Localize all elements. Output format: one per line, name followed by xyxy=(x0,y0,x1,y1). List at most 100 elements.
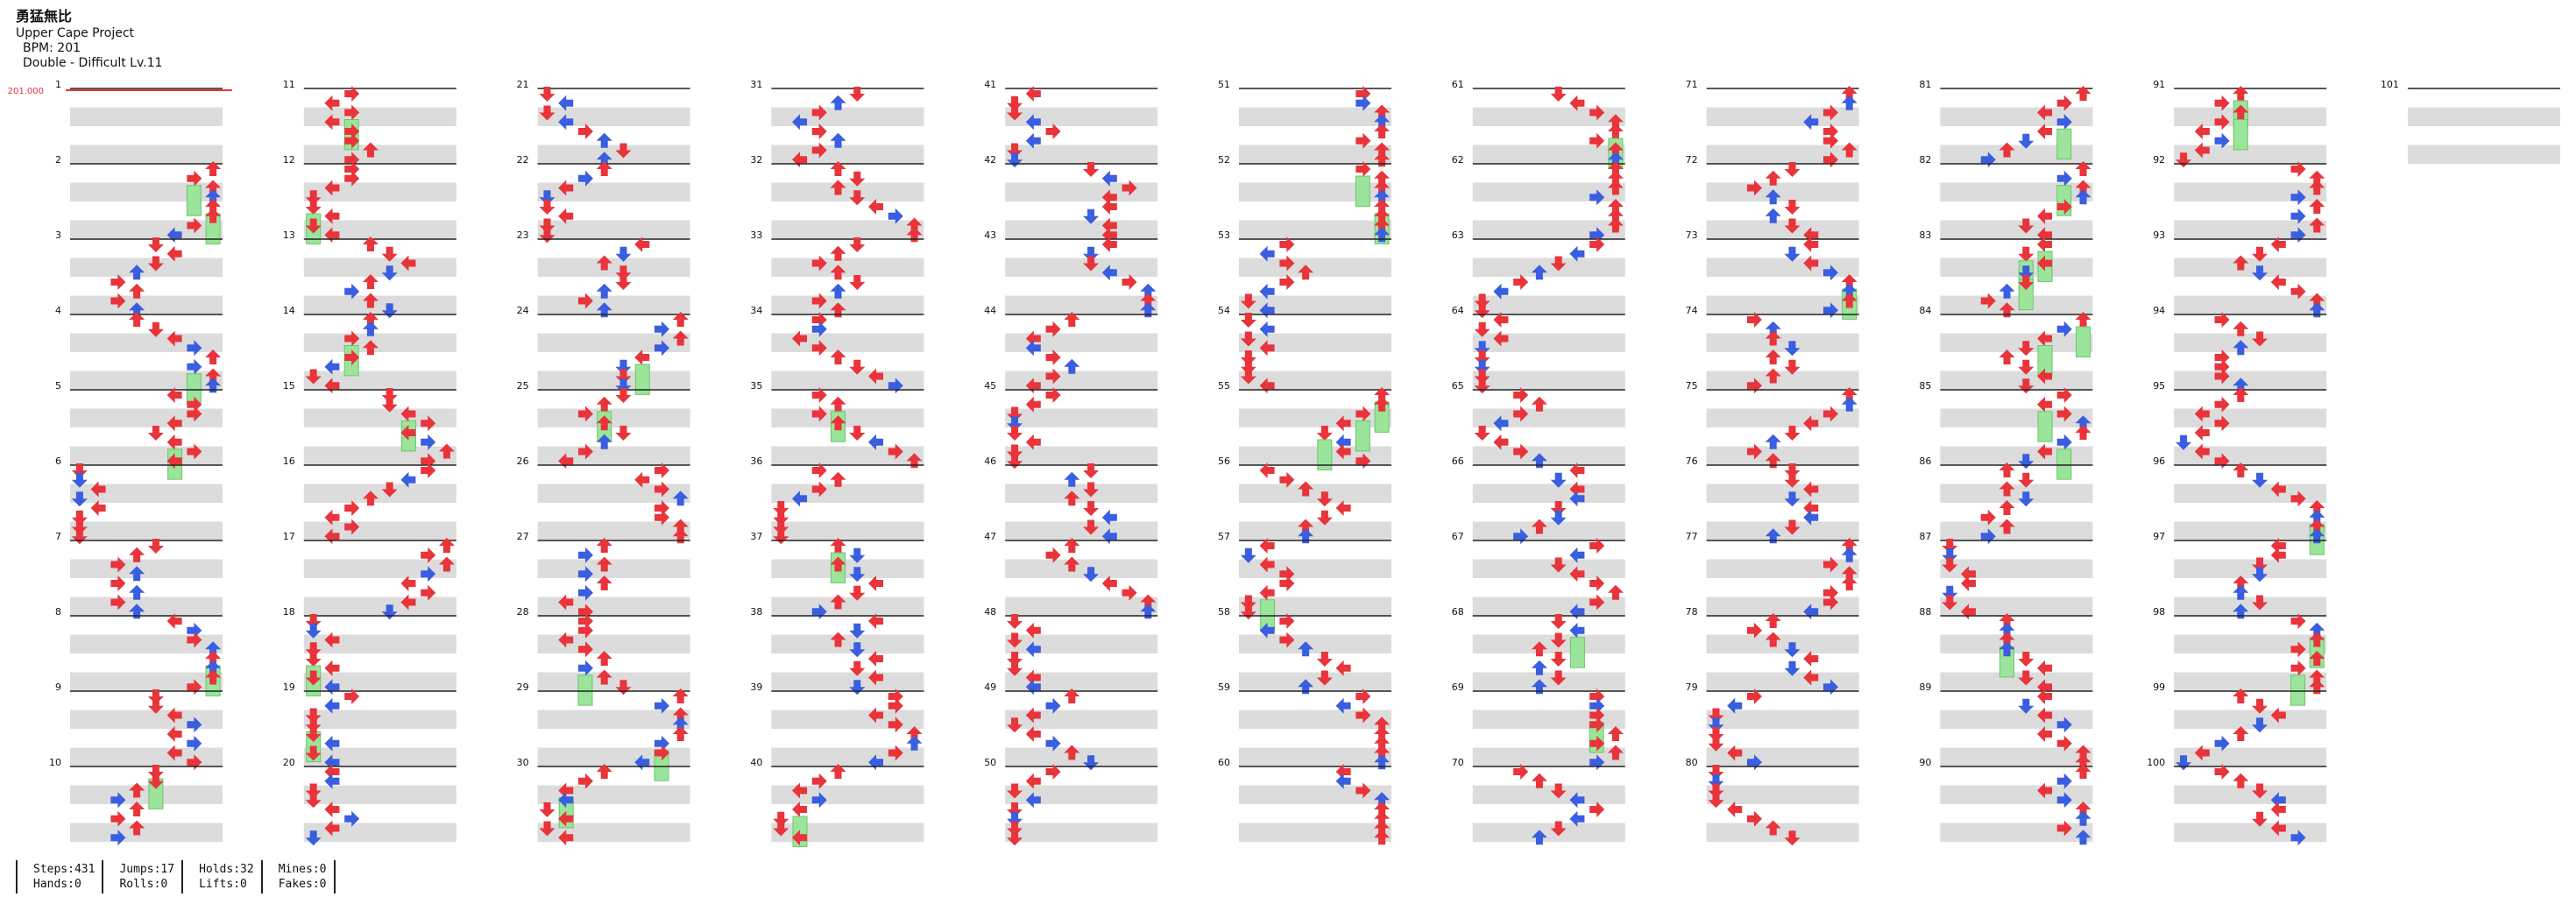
beat-band xyxy=(771,408,924,427)
beat-band xyxy=(1472,484,1625,503)
beat-band xyxy=(771,446,924,465)
step-arrow xyxy=(1279,471,1295,488)
step-arrow xyxy=(71,529,88,545)
step-arrow xyxy=(2018,698,2035,714)
step-arrow xyxy=(2252,567,2268,583)
step-arrow xyxy=(1259,245,1275,262)
measure-number: 90 xyxy=(1919,757,1931,768)
step-arrow xyxy=(1589,132,1605,149)
beat-band xyxy=(1005,710,1158,729)
step-arrow xyxy=(811,340,827,357)
step-arrow xyxy=(1531,773,1547,788)
step-arrow xyxy=(1942,595,1958,611)
stat-hands: Hands:0 xyxy=(33,878,81,891)
beat-band xyxy=(537,484,690,503)
beat-band xyxy=(1239,634,1391,653)
step-arrow xyxy=(1101,170,1117,187)
step-arrow xyxy=(305,793,322,809)
step-arrow xyxy=(773,811,789,827)
step-arrow xyxy=(811,293,827,309)
step-arrow xyxy=(1335,697,1351,714)
step-arrow xyxy=(324,735,340,752)
step-arrow xyxy=(1841,396,1858,412)
step-arrow xyxy=(539,218,556,234)
step-arrow xyxy=(2214,132,2230,149)
step-arrow xyxy=(1708,765,1724,780)
step-arrow xyxy=(1122,180,1137,196)
step-arrow xyxy=(305,218,322,234)
step-arrow xyxy=(187,406,202,422)
beat-band xyxy=(1706,182,1859,201)
step-arrow xyxy=(2075,754,2091,770)
step-arrow xyxy=(1841,576,1858,590)
step-arrow xyxy=(2290,283,2306,300)
step-arrow xyxy=(1374,754,1391,770)
step-arrow xyxy=(1374,152,1391,167)
step-arrow xyxy=(596,396,612,412)
step-arrow xyxy=(596,764,612,779)
step-arrow xyxy=(1259,463,1275,478)
step-arrow xyxy=(324,764,340,780)
step-arrow xyxy=(187,396,202,413)
beat-band xyxy=(1706,634,1859,653)
step-arrow xyxy=(438,538,455,553)
step-arrow xyxy=(205,189,222,205)
step-arrow xyxy=(421,434,436,450)
step-arrow xyxy=(1083,501,1100,516)
step-arrow xyxy=(344,689,360,704)
step-arrow xyxy=(2233,387,2249,402)
hold-body xyxy=(1317,439,1333,470)
step-arrow xyxy=(792,491,808,507)
step-arrow xyxy=(1746,312,1762,328)
step-arrow xyxy=(381,397,398,413)
step-arrow xyxy=(166,227,182,244)
step-arrow xyxy=(849,275,866,290)
step-arrow xyxy=(1045,321,1061,337)
measure-number: 15 xyxy=(283,380,295,392)
step-arrow xyxy=(1607,142,1624,158)
step-arrow xyxy=(1374,208,1391,223)
step-arrow xyxy=(1550,652,1567,667)
measure-number: 80 xyxy=(1686,757,1698,768)
beat-band xyxy=(2174,747,2327,766)
step-arrow xyxy=(1240,331,1256,347)
step-arrow xyxy=(324,802,340,817)
step-arrow xyxy=(400,406,416,422)
step-arrow xyxy=(129,302,145,318)
step-arrow xyxy=(2037,368,2053,385)
step-arrow xyxy=(1784,246,1801,262)
beat-band xyxy=(771,597,924,616)
step-arrow xyxy=(71,463,88,478)
step-arrow xyxy=(1374,735,1391,751)
step-arrow xyxy=(1259,321,1275,337)
step-arrow xyxy=(1999,632,2015,647)
step-arrow xyxy=(324,697,340,714)
step-arrow xyxy=(1765,330,1781,346)
step-arrow xyxy=(1607,584,1624,600)
step-arrow xyxy=(362,237,379,251)
step-arrow xyxy=(71,491,88,507)
step-arrow xyxy=(1569,622,1585,639)
step-arrow xyxy=(2270,237,2286,252)
step-arrow xyxy=(344,124,360,139)
measure-number: 81 xyxy=(1919,79,1931,90)
step-arrow xyxy=(305,642,322,658)
step-arrow xyxy=(830,396,846,412)
measure-number: 36 xyxy=(750,456,762,467)
step-arrow xyxy=(205,208,222,223)
chart-stats: Steps:431 Hands:0 Jumps:17 Rolls:0 Holds:3… xyxy=(16,860,336,893)
step-arrow xyxy=(2214,453,2230,470)
measure-number: 76 xyxy=(1686,456,1698,467)
step-arrow xyxy=(2309,528,2325,544)
measure-number: 78 xyxy=(1686,606,1698,618)
step-arrow xyxy=(2075,802,2091,816)
step-arrow xyxy=(1607,726,1624,741)
step-arrow xyxy=(344,500,360,516)
step-arrow xyxy=(1316,670,1333,686)
step-arrow xyxy=(1999,350,2015,364)
hold-body xyxy=(2056,448,2072,480)
stat-mines: Mines:0 xyxy=(278,863,327,876)
measure-number: 21 xyxy=(517,79,529,90)
beat-band xyxy=(1706,258,1859,277)
step-arrow xyxy=(166,453,182,470)
